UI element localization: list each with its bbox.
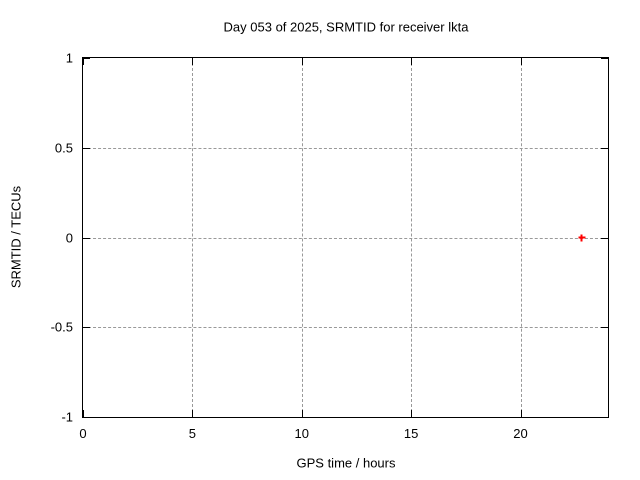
x-tick-bottom: [520, 410, 522, 417]
y-tick-label: 1: [65, 50, 73, 66]
x-tick-top: [192, 58, 194, 65]
y-tick-right: [601, 58, 608, 59]
y-tick-label: 0: [65, 230, 73, 245]
x-tick-bottom: [301, 410, 303, 417]
x-tick-bottom: [192, 410, 194, 417]
x-tick-label: 15: [403, 426, 419, 441]
x-tick-bottom: [83, 410, 84, 417]
y-tick-right: [601, 147, 608, 149]
plot-area: 0 5 10 15 20 1 0.5 0 -0.5 -1: [51, 51, 609, 441]
y-gridline: [83, 327, 608, 329]
x-tick-top: [83, 58, 84, 65]
x-tick-top: [411, 58, 413, 65]
x-tick-top: [520, 58, 522, 65]
y-tick-left: [83, 147, 90, 149]
y-tick-label: 0.5: [54, 140, 73, 156]
y-tick-right: [601, 327, 608, 329]
y-tick-right: [601, 417, 608, 418]
y-tick-left: [83, 237, 90, 239]
x-tick-label: 10: [294, 426, 309, 441]
x-axis-label: GPS time / hours: [296, 455, 396, 471]
y-tick-left: [83, 58, 90, 59]
y-tick-left: [83, 327, 90, 329]
x-tick-label: 5: [188, 426, 196, 441]
y-axis-label: SRMTID / TECUs: [8, 185, 24, 289]
y-tick-label: -1: [61, 409, 73, 425]
x-tick-bottom: [411, 410, 413, 417]
y-gridline: [83, 237, 608, 239]
y-tick-left: [83, 417, 90, 418]
y-gridline: [83, 147, 608, 149]
marker-vertical-bar: [580, 234, 583, 241]
chart-title: Day 053 of 2025, SRMTID for receiver lkt…: [223, 19, 469, 35]
x-tick-label: 0: [79, 426, 87, 441]
y-tick-label: -0.5: [50, 319, 73, 335]
x-tick-label: 20: [513, 426, 528, 441]
y-tick-right: [601, 237, 608, 239]
x-tick-top: [301, 58, 303, 65]
data-point-marker: [578, 234, 586, 241]
